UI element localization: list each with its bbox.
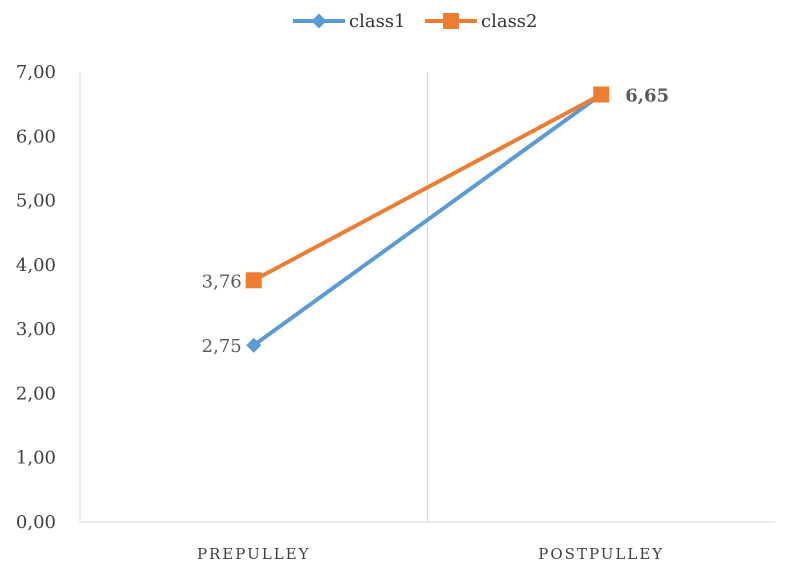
legend-marker	[311, 13, 327, 29]
y-tick-label: 5,00	[16, 191, 56, 212]
data-labels: 2,75 3,76 6,65	[202, 86, 669, 358]
y-tick-label: 7,00	[16, 62, 56, 83]
series-line-class2	[251, 92, 604, 283]
legend-label: class1	[349, 11, 406, 32]
data-label-class2: 6,65	[625, 86, 669, 107]
data-point-class2	[593, 86, 610, 103]
legend-marker	[443, 13, 459, 29]
legend-label: class2	[481, 11, 538, 32]
y-tick-label: 4,00	[16, 255, 56, 276]
legend-item-class2: class2	[425, 11, 538, 32]
y-tick-label: 6,00	[16, 126, 56, 147]
axes: 0,00 1,00 2,00 3,00 4,00 5,00 6,00 7,00 PREPULLE…	[16, 62, 775, 563]
legend: class1 class2	[293, 11, 538, 32]
y-tick-label: 0,00	[16, 512, 56, 533]
y-tick-label: 3,00	[16, 319, 56, 340]
data-point-class1	[246, 337, 262, 353]
y-tick-label: 1,00	[16, 448, 56, 469]
legend-item-class1: class1	[293, 11, 406, 32]
series-class2	[245, 86, 610, 289]
y-tick-label: 2,00	[16, 383, 56, 404]
series-layer	[245, 86, 610, 353]
x-tick-label: POSTPULLEY	[538, 545, 664, 563]
series-line-class1	[251, 92, 604, 348]
data-label-class1: 2,75	[202, 336, 242, 357]
data-label-class2: 3,76	[202, 271, 242, 292]
x-tick-label: PREPULLEY	[197, 545, 311, 563]
data-point-class2	[245, 272, 262, 289]
